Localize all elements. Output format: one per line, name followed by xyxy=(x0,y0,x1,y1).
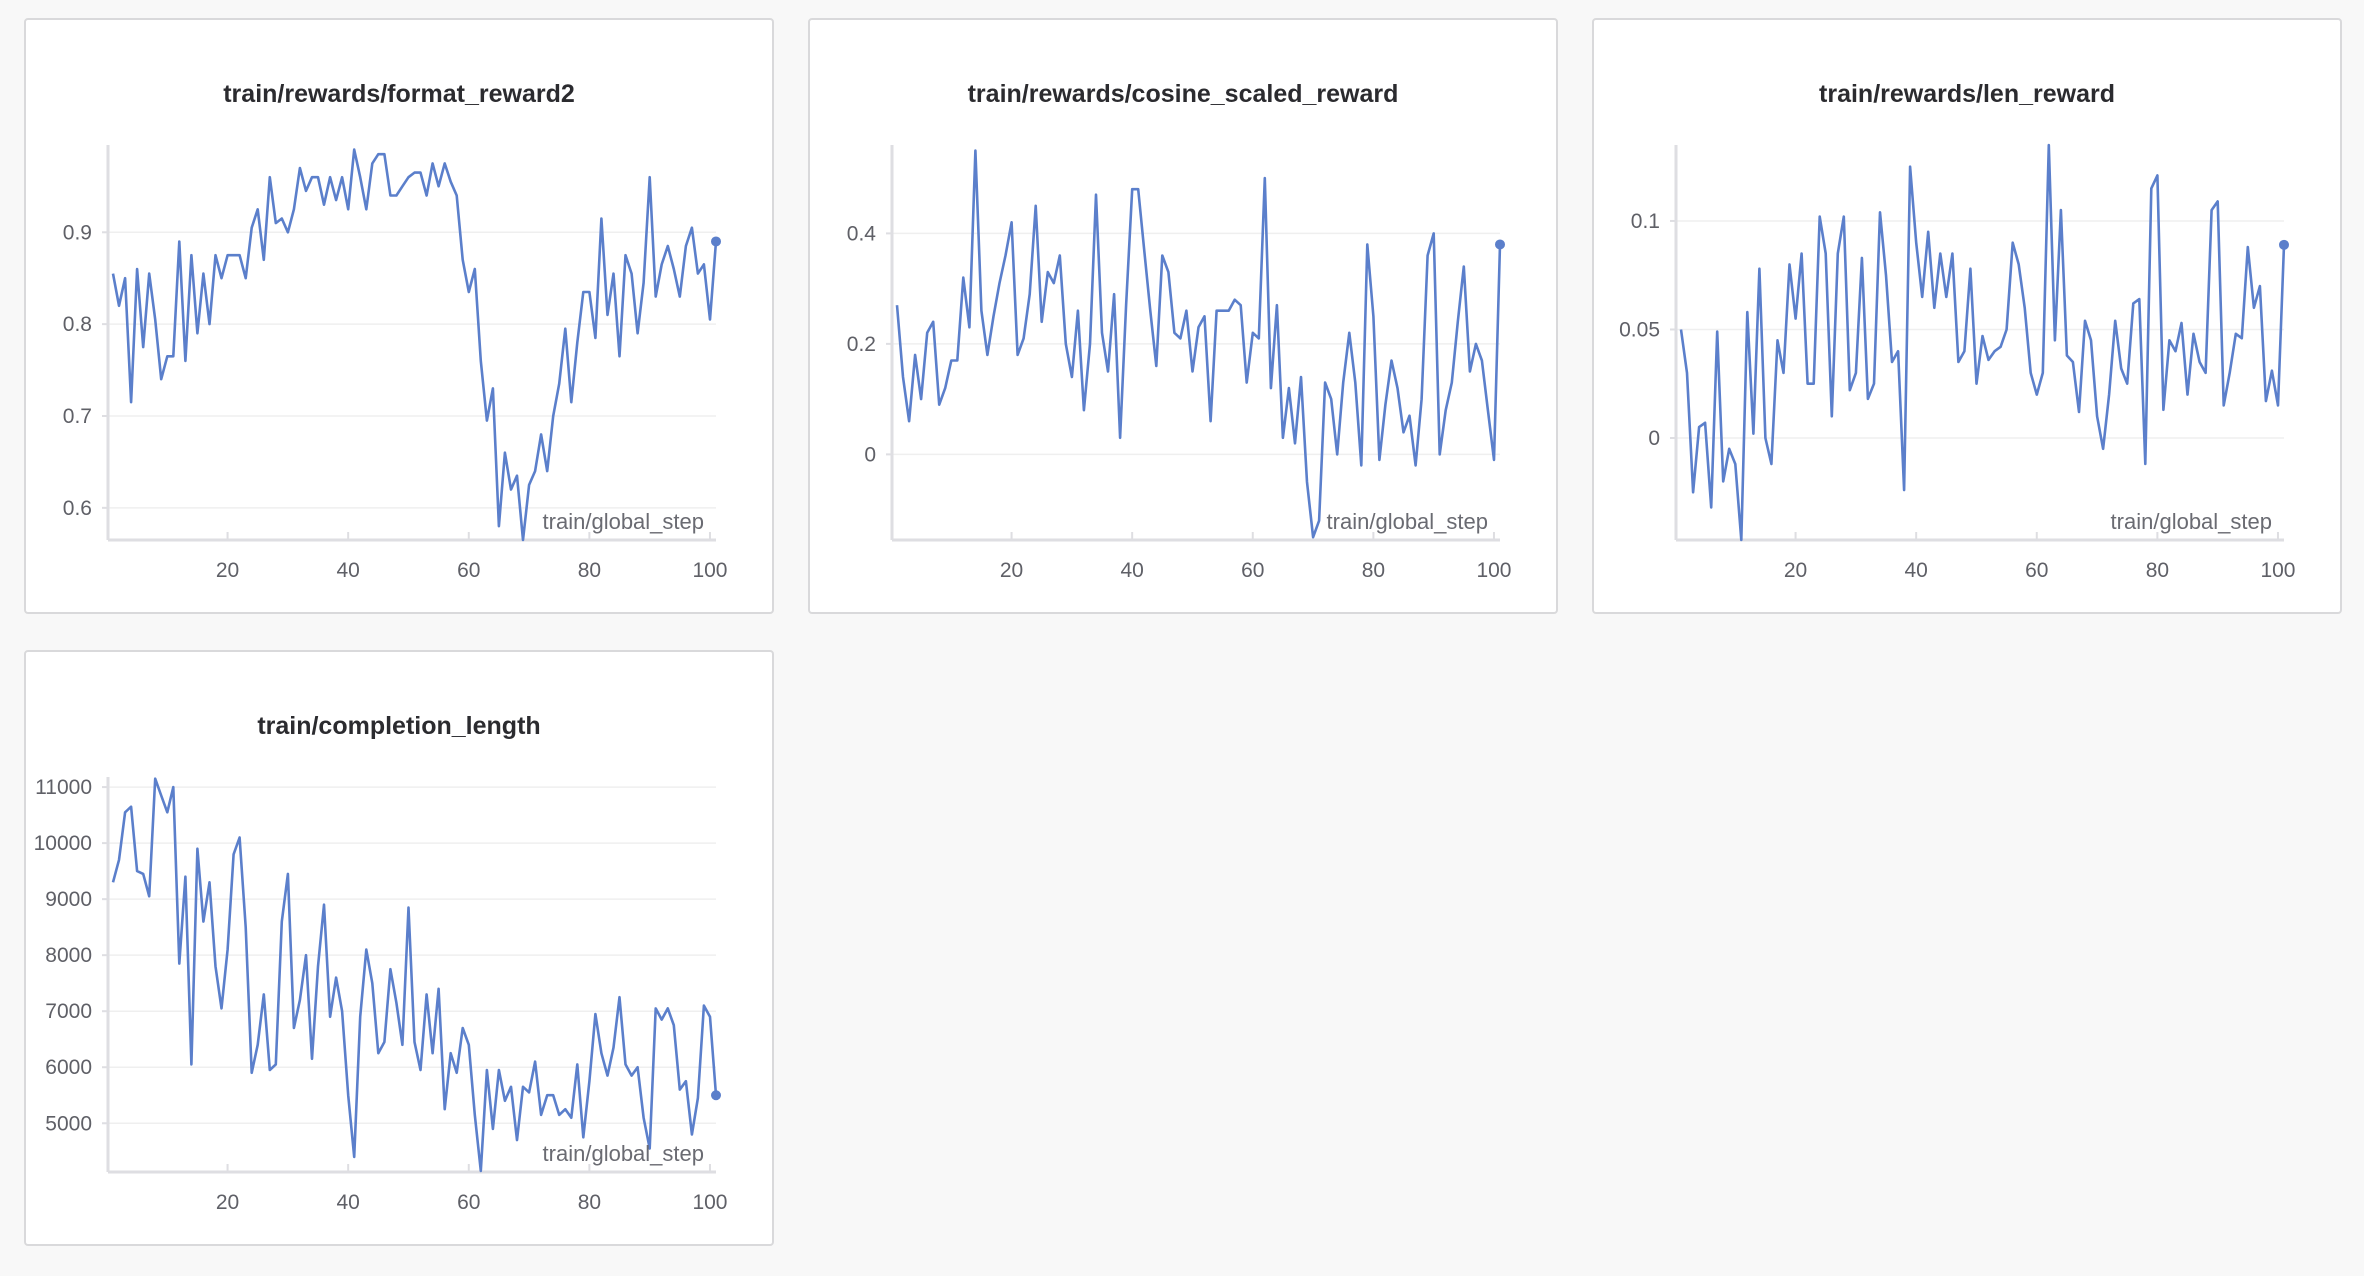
line-chart: train/rewards/cosine_scaled_reward 0 0.2 0.… xyxy=(847,80,1512,582)
y-tick-label: 0.9 xyxy=(63,221,92,244)
x-axis-label: train/global_step xyxy=(543,509,704,534)
y-tick-label: 10000 xyxy=(34,832,92,855)
series-end-point[interactable] xyxy=(711,1090,721,1101)
x-tick-label: 20 xyxy=(216,559,239,582)
x-tick-label: 80 xyxy=(1362,559,1385,582)
x-tick-label: 20 xyxy=(1784,559,1807,582)
x-tick-label: 40 xyxy=(1904,559,1927,582)
x-tick-label: 80 xyxy=(2146,559,2169,582)
x-tick-label: 100 xyxy=(692,1191,727,1214)
x-tick-label: 20 xyxy=(1000,559,1023,582)
y-tick-label: 0.4 xyxy=(847,222,877,245)
y-tick-label: 8000 xyxy=(45,944,92,967)
x-tick-label: 40 xyxy=(336,1191,359,1214)
x-tick-label: 80 xyxy=(578,1191,601,1214)
y-tick-label: 6000 xyxy=(45,1056,92,1079)
x-tick-label: 20 xyxy=(216,1191,239,1214)
series-line[interactable] xyxy=(111,148,718,542)
chart-panel-format-reward2: train/rewards/format_reward2 0.6 0.7 0.8 0.9… xyxy=(24,18,774,614)
x-tick-label: 60 xyxy=(1241,559,1264,582)
y-tick-label: 0.7 xyxy=(63,405,92,428)
x-tick-label: 100 xyxy=(692,559,727,582)
x-tick-label: 40 xyxy=(336,559,359,582)
series-end-point[interactable] xyxy=(711,236,721,247)
y-tick-label: 9000 xyxy=(45,888,92,911)
y-tick-label: 0.1 xyxy=(1631,210,1660,233)
x-axis-label: train/global_step xyxy=(543,1141,704,1166)
y-tick-label: 5000 xyxy=(45,1112,92,1135)
x-axis-label: train/global_step xyxy=(2111,509,2272,534)
y-tick-label: 0.8 xyxy=(63,313,92,336)
x-tick-label: 40 xyxy=(1120,559,1143,582)
x-tick-label: 60 xyxy=(457,1191,480,1214)
x-tick-label: 80 xyxy=(578,559,601,582)
x-tick-label: 100 xyxy=(1476,559,1511,582)
x-tick-label: 100 xyxy=(2260,559,2295,582)
series-end-point[interactable] xyxy=(1495,239,1505,250)
y-tick-label: 0 xyxy=(864,443,876,466)
y-tick-label: 0.6 xyxy=(63,497,92,520)
line-chart: train/rewards/format_reward2 0.6 0.7 0.8 0.9… xyxy=(63,80,728,582)
chart-panel-cosine-scaled-reward: train/rewards/cosine_scaled_reward 0 0.2 0.… xyxy=(808,18,1558,614)
x-tick-label: 60 xyxy=(2025,559,2048,582)
y-tick-label: 0 xyxy=(1648,427,1660,450)
y-tick-label: 7000 xyxy=(45,1000,92,1023)
chart-title: train/completion_length xyxy=(257,712,540,740)
y-tick-label: 0.2 xyxy=(847,333,876,356)
x-tick-label: 60 xyxy=(457,559,480,582)
chart-panel-completion-length: train/completion_length 5000 6000 7000 8000 9… xyxy=(24,650,774,1246)
x-axis-label: train/global_step xyxy=(1327,509,1488,534)
chart-panel-len-reward: train/rewards/len_reward 0 0.05 0.1 20 40 60 80… xyxy=(1592,18,2342,614)
y-tick-label: 0.05 xyxy=(1619,318,1660,341)
series-line[interactable] xyxy=(895,149,1502,539)
series-line[interactable] xyxy=(111,777,718,1173)
line-chart: train/rewards/len_reward 0 0.05 0.1 20 40 60 80… xyxy=(1619,80,2295,582)
series-line[interactable] xyxy=(1679,143,2286,542)
series-end-point[interactable] xyxy=(2279,239,2289,250)
chart-title: train/rewards/format_reward2 xyxy=(223,80,575,108)
y-tick-label: 11000 xyxy=(35,776,92,799)
chart-title: train/rewards/len_reward xyxy=(1819,80,2115,108)
line-chart: train/completion_length 5000 6000 7000 8000 9… xyxy=(34,712,728,1214)
chart-title: train/rewards/cosine_scaled_reward xyxy=(968,80,1399,108)
